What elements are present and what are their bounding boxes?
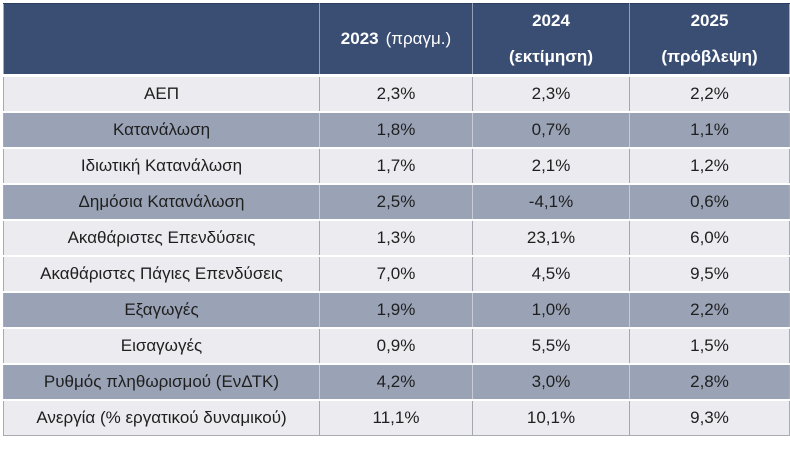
value-cell: 5,5%: [472, 328, 630, 365]
value-cell: 9,5%: [629, 256, 790, 293]
value-cell: 2,8%: [629, 364, 790, 401]
value-cell: 1,2%: [629, 148, 790, 185]
row-label: Ιδιωτική Κατανάλωση: [3, 148, 320, 185]
value-cell: 4,2%: [319, 364, 473, 401]
value-cell: 2,2%: [629, 292, 790, 329]
value-cell: -4,1%: [472, 184, 630, 221]
row-label: Ανεργία (% εργατικού δυναμικού): [3, 400, 320, 436]
value-cell: 2,1%: [472, 148, 630, 185]
header-suffix-2025: (πρόβλεψη): [661, 47, 758, 66]
row-label: Δημόσια Κατανάλωση: [3, 184, 320, 221]
header-year-2024: 2024: [532, 11, 570, 30]
table-row-gross-fixed-investment: Ακαθάριστες Πάγιες Επενδύσεις 7,0% 4,5% …: [3, 256, 790, 293]
value-cell: 4,5%: [472, 256, 630, 293]
value-cell: 0,9%: [319, 328, 473, 365]
header-year-2023: 2023: [340, 29, 379, 48]
header-2023-actual: 2023 (πραγμ.): [319, 3, 473, 77]
value-cell: 9,3%: [629, 400, 790, 436]
header-2025-forecast: 2025 (πρόβλεψη): [629, 3, 790, 77]
row-label: Κατανάλωση: [3, 112, 320, 149]
value-cell: 7,0%: [319, 256, 473, 293]
header-2024-estimate: 2024 (εκτίμηση): [472, 3, 630, 77]
value-cell: 1,0%: [472, 292, 630, 329]
economic-indicators-table: 2023 (πραγμ.) 2024 (εκτίμηση) 2025 (πρόβ…: [3, 3, 790, 436]
value-cell: 6,0%: [629, 220, 790, 257]
value-cell: 23,1%: [472, 220, 630, 257]
table-row-gross-investment: Ακαθάριστες Επενδύσεις 1,3% 23,1% 6,0%: [3, 220, 790, 257]
table-row-inflation-rate: Ρυθμός πληθωρισμού (ΕνΔΤΚ) 4,2% 3,0% 2,8…: [3, 364, 790, 401]
value-cell: 11,1%: [319, 400, 473, 436]
value-cell: 2,2%: [629, 75, 790, 113]
table-row-unemployment: Ανεργία (% εργατικού δυναμικού) 11,1% 10…: [3, 400, 790, 436]
table-row-imports: Εισαγωγές 0,9% 5,5% 1,5%: [3, 328, 790, 365]
row-label: Εξαγωγές: [3, 292, 320, 329]
table-row-exports: Εξαγωγές 1,9% 1,0% 2,2%: [3, 292, 790, 329]
value-cell: 2,5%: [319, 184, 473, 221]
header-row: 2023 (πραγμ.) 2024 (εκτίμηση) 2025 (πρόβ…: [3, 3, 790, 77]
value-cell: 0,6%: [629, 184, 790, 221]
table-row-private-consumption: Ιδιωτική Κατανάλωση 1,7% 2,1% 1,2%: [3, 148, 790, 185]
table-row-gdp: ΑΕΠ 2,3% 2,3% 2,2%: [3, 75, 790, 113]
value-cell: 3,0%: [472, 364, 630, 401]
row-label: Ρυθμός πληθωρισμού (ΕνΔΤΚ): [3, 364, 320, 401]
header-suffix-2023: (πραγμ.): [385, 29, 452, 48]
row-label: Εισαγωγές: [3, 328, 320, 365]
row-label: ΑΕΠ: [3, 75, 320, 113]
header-suffix-2024: (εκτίμηση): [509, 47, 593, 66]
value-cell: 10,1%: [472, 400, 630, 436]
value-cell: 1,7%: [319, 148, 473, 185]
value-cell: 2,3%: [472, 75, 630, 113]
table-row-consumption: Κατανάλωση 1,8% 0,7% 1,1%: [3, 112, 790, 149]
header-year-2025: 2025: [690, 11, 729, 30]
value-cell: 1,9%: [319, 292, 473, 329]
value-cell: 1,5%: [629, 328, 790, 365]
row-label: Ακαθάριστες Πάγιες Επενδύσεις: [3, 256, 320, 293]
value-cell: 1,1%: [629, 112, 790, 149]
row-label: Ακαθάριστες Επενδύσεις: [3, 220, 320, 257]
value-cell: 1,8%: [319, 112, 473, 149]
value-cell: 1,3%: [319, 220, 473, 257]
value-cell: 2,3%: [319, 75, 473, 113]
header-empty-cell: [3, 3, 320, 77]
value-cell: 0,7%: [472, 112, 630, 149]
table-row-public-consumption: Δημόσια Κατανάλωση 2,5% -4,1% 0,6%: [3, 184, 790, 221]
